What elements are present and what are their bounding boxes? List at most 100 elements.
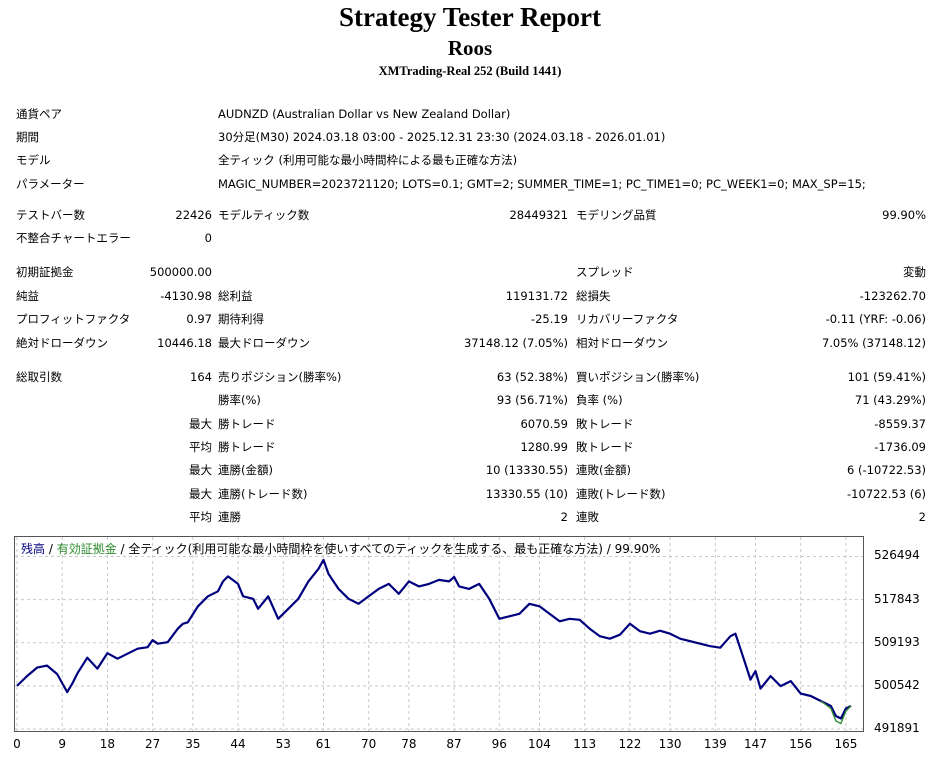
stat-value: 2 [560,510,568,524]
stat-value: 37148.12 (7.05%) [463,336,568,350]
setting-value: 全ティック (利用可能な最小時間枠による最も正確な方法) [218,153,518,167]
stat-value: 13330.55 (10) [485,487,568,501]
y-tick-label: 500542 [874,677,920,692]
ea-name: Roos [447,36,493,60]
x-tick-label: 122 [618,737,642,751]
stat-label: 総損失 [576,289,611,303]
x-tick-label: 165 [834,737,858,751]
stat-label: 総取引数 [16,370,62,384]
stat-label: 連勝(トレード数) [218,487,308,501]
stat-label: 連敗 [576,510,599,524]
stat-value: 63 (52.38%) [496,370,568,384]
x-tick-label: 35 [185,737,201,751]
stat-label: モデリング品質 [576,208,657,222]
stat-value: -1736.09 [874,440,926,454]
stat-value: 99.90% [882,208,926,222]
stat-value: 22426 [175,208,212,222]
setting-value: MAGIC_NUMBER=2023721120; LOTS=0.1; GMT=2… [218,177,866,191]
stat-label: 連勝 [218,510,241,524]
stat-label: 総利益 [218,289,253,303]
stat-label: 売りポジション(勝率%) [218,370,342,384]
setting-label: 期間 [16,130,39,144]
x-tick-label: 156 [789,737,813,751]
setting-label: 通貨ペア [16,107,62,121]
x-tick-label: 53 [275,737,291,751]
stat-label: 連勝(金額) [218,463,273,477]
stat-value: 93 (56.71%) [496,393,568,407]
setting-label: モデル [16,153,51,167]
stat-label: スプレッド [576,265,634,279]
stat-label: 最大 [189,417,212,431]
stat-value: 500000.00 [149,265,212,279]
legend-balance: 残高 [21,542,46,556]
x-tick-label: 113 [573,737,597,751]
stat-value: 7.05% (37148.12) [821,336,926,350]
stat-value: 10 (13330.55) [485,463,568,477]
x-tick-label: 18 [99,737,116,751]
series-equity-line [820,700,852,725]
chart-legend: 残高 / 有効証拠金 / 全ティック(利用可能な最小時間枠を使いすべてのティック… [21,540,660,557]
stat-value: -25.19 [530,312,568,326]
legend-equity: 有効証拠金 [56,542,117,556]
stat-value: 0 [204,231,212,245]
legend-separator: / [45,542,57,556]
series-balance-line [16,558,852,720]
x-tick-label: 130 [658,737,682,751]
stat-label: 勝トレード [218,440,276,454]
x-tick-label: 139 [703,737,727,751]
stat-label: 負率 (%) [576,393,623,407]
x-tick-label: 44 [230,737,246,751]
stat-value: 変動 [903,265,926,279]
stat-label: モデルティック数 [218,208,310,222]
x-tick-label: 147 [744,737,767,751]
stat-value: -0.11 (YRF: -0.06) [825,312,926,326]
x-tick-label: 27 [145,737,161,751]
setting-label: パラメーター [16,177,85,191]
chart-plot [15,537,863,731]
stat-value: 119131.72 [505,289,568,303]
x-tick-label: 0 [13,737,21,751]
stat-value: 71 (43.29%) [854,393,926,407]
stat-label: テストバー数 [16,208,85,222]
setting-value: AUDNZD (Australian Dollar vs New Zealand… [218,107,511,121]
stat-value: -8559.37 [874,417,926,431]
stat-value: -4130.98 [160,289,212,303]
stat-label: 最大 [189,463,212,477]
stat-value: 164 [190,370,212,384]
stat-value: 101 (59.41%) [847,370,926,384]
stat-label: 連敗(トレード数) [576,487,666,501]
stat-label: 平均 [189,510,212,524]
stat-label: 敗トレード [576,417,634,431]
stat-value: -10722.53 (6) [847,487,926,501]
stat-label: 初期証拠金 [16,265,74,279]
stat-label: 相対ドローダウン [576,336,668,350]
stat-label: 絶対ドローダウン [16,336,108,350]
stat-label: プロフィットファクタ [16,312,131,326]
y-tick-label: 526494 [874,548,920,563]
stat-label: 期待利得 [218,312,264,326]
server-build: XMTrading-Real 252 (Build 1441) [378,64,562,78]
stat-value: -123262.70 [859,289,926,303]
stat-label: 不整合チャートエラー [16,231,131,245]
x-tick-label: 87 [446,737,462,751]
x-tick-label: 96 [491,737,507,751]
y-tick-label: 509193 [874,634,920,649]
stat-label: リカバリーファクタ [576,312,679,326]
stat-label: 純益 [16,289,39,303]
stat-label: 買いポジション(勝率%) [576,370,700,384]
x-tick-label: 61 [315,737,332,751]
y-tick-label: 491891 [874,721,920,735]
stat-label: 最大ドローダウン [218,336,310,350]
stat-label: 連敗(金額) [576,463,631,477]
balance-chart: 残高 / 有効証拠金 / 全ティック(利用可能な最小時間枠を使いすべてのティック… [14,536,864,732]
y-tick-label: 517843 [874,591,920,606]
x-tick-label: 9 [58,737,67,751]
stat-label: 敗トレード [576,440,634,454]
stat-value: 1280.99 [520,440,568,454]
stat-label: 最大 [189,487,212,501]
stat-value: 10446.18 [157,336,212,350]
stat-value: 6070.59 [520,417,568,431]
stat-label: 平均 [189,440,212,454]
report-title: Strategy Tester Report [339,2,601,32]
setting-value: 30分足(M30) 2024.03.18 03:00 - 2025.12.31 … [218,130,666,144]
